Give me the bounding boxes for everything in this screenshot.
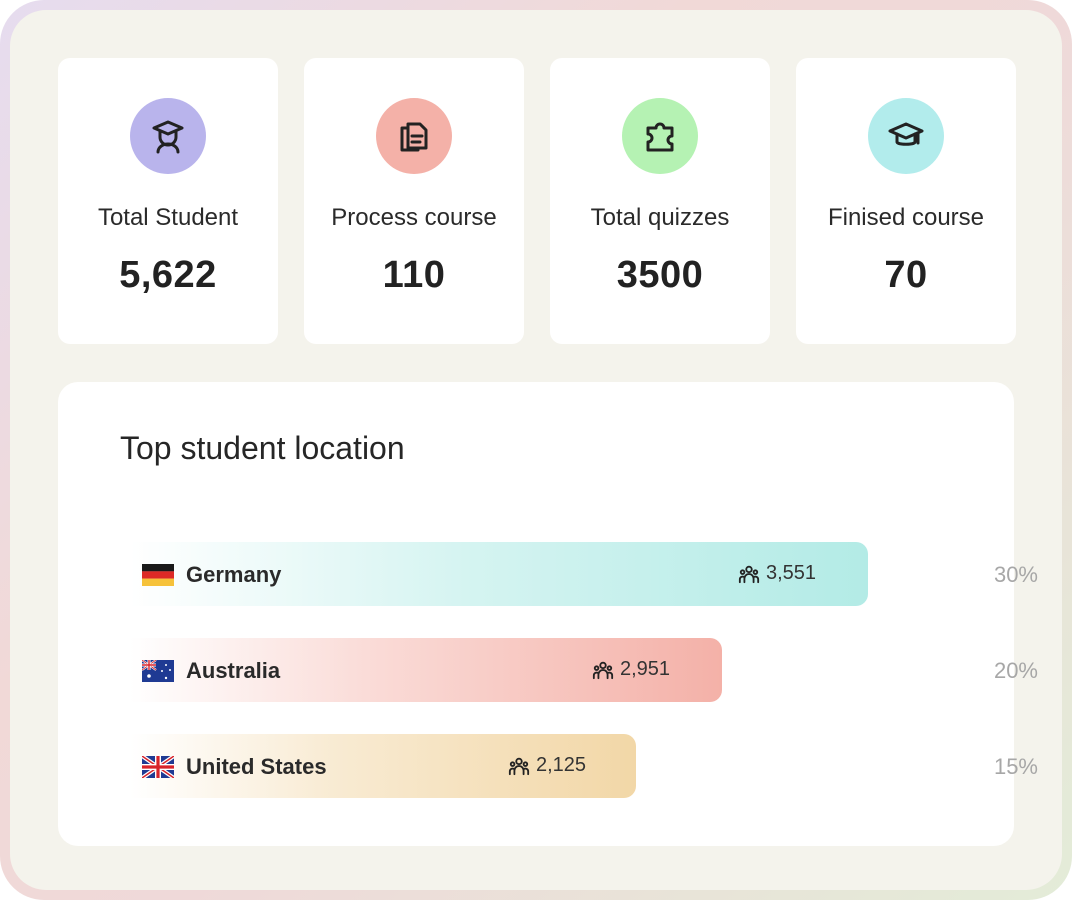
people-icon	[592, 661, 614, 679]
stat-card-process-course: Process course 110	[304, 58, 524, 344]
student-count-value: 3,551	[766, 562, 817, 584]
stat-card-total-student: Total Student 5,622	[58, 58, 278, 344]
stat-value: 5,622	[119, 254, 217, 296]
top-location-card: Top student location Germany 3,551	[58, 382, 1038, 846]
student-count: 3,551	[738, 562, 816, 585]
graduation-cap-icon	[868, 98, 944, 174]
people-icon	[508, 757, 530, 775]
student-count: 2,125	[508, 754, 586, 777]
student-icon	[130, 98, 206, 174]
location-percent: 20%	[993, 658, 1038, 683]
stat-label: Process course	[331, 204, 497, 231]
stat-label: Total quizzes	[590, 204, 730, 231]
location-bar	[130, 734, 636, 798]
location-percent: 30%	[993, 562, 1038, 587]
stat-label: Total Student	[97, 204, 239, 231]
document-icon	[376, 98, 452, 174]
location-bar	[130, 638, 722, 702]
people-icon	[738, 565, 760, 583]
stat-value: 110	[382, 254, 446, 296]
country-name: United States	[186, 754, 327, 779]
student-count-value: 2,951	[620, 658, 671, 680]
puzzle-icon	[622, 98, 698, 174]
australia-flag-icon	[142, 660, 174, 682]
stat-value: 70	[884, 254, 928, 296]
student-count-value: 2,125	[536, 754, 587, 776]
uk-flag-icon	[142, 756, 174, 778]
location-percent: 15%	[993, 754, 1038, 779]
stat-label: Finised course	[827, 204, 985, 231]
germany-flag-icon	[142, 564, 174, 586]
location-row-united-states[interactable]: United States 2,125 15%	[130, 734, 1038, 798]
stat-value: 3500	[616, 254, 704, 296]
section-title: Top student location	[120, 430, 405, 466]
student-count: 2,951	[592, 658, 670, 681]
dashboard: Total Student 5,622 Process course 110 T…	[10, 10, 1062, 890]
country-name: Germany	[186, 562, 282, 587]
location-row-germany[interactable]: Germany 3,551 30%	[130, 542, 1038, 606]
stat-card-finished-course: Finised course 70	[796, 58, 1016, 344]
location-bar	[130, 542, 868, 606]
country-name: Australia	[186, 658, 281, 683]
stat-card-total-quizzes: Total quizzes 3500	[550, 58, 770, 344]
location-row-australia[interactable]: Australia 2,951 20%	[130, 638, 1038, 702]
